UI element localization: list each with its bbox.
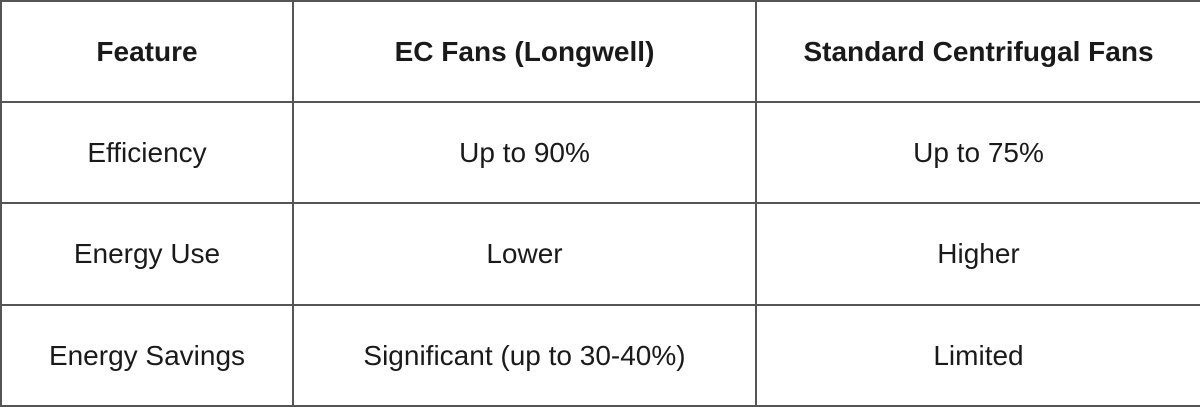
- cell-energy-savings-ec: Significant (up to 30-40%): [292, 303, 757, 407]
- table-row: Energy Use Lower Higher: [0, 202, 1200, 306]
- cell-energy-use-label: Energy Use: [0, 202, 294, 306]
- header-cell-standard-fans: Standard Centrifugal Fans: [755, 0, 1200, 103]
- cell-energy-use-ec: Lower: [292, 202, 757, 306]
- cell-efficiency-std: Up to 75%: [755, 100, 1200, 205]
- cell-energy-savings-std: Limited: [755, 303, 1200, 407]
- table-row: Efficiency Up to 90% Up to 75%: [0, 100, 1200, 205]
- header-row: Feature EC Fans (Longwell) Standard Cent…: [0, 0, 1200, 103]
- cell-efficiency-label: Efficiency: [0, 100, 294, 205]
- cell-energy-use-std: Higher: [755, 202, 1200, 306]
- table-row: Energy Savings Significant (up to 30-40%…: [0, 303, 1200, 407]
- header-cell-feature: Feature: [0, 0, 294, 103]
- header-cell-ec-fans: EC Fans (Longwell): [292, 0, 757, 103]
- cell-efficiency-ec: Up to 90%: [292, 100, 757, 205]
- cell-energy-savings-label: Energy Savings: [0, 303, 294, 407]
